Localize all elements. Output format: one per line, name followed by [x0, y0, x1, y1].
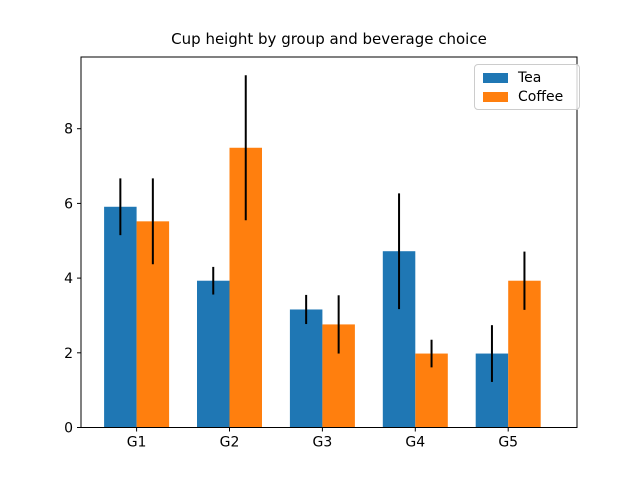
legend-swatch-coffee: [483, 91, 508, 102]
chart-title: Cup height by group and beverage choice: [171, 30, 487, 48]
y-tick-label-6: 6: [64, 196, 73, 212]
legend-item-tea: Tea: [483, 69, 571, 86]
bar-tea-g2: [197, 280, 230, 428]
bar-tea-g1: [104, 206, 137, 428]
x-tick-label-g5: G5: [498, 435, 518, 451]
y-tick-label-4: 4: [64, 271, 73, 287]
x-tick-label-g3: G3: [313, 435, 333, 451]
bar-tea-g3: [289, 309, 323, 428]
y-tick-label-0: 0: [64, 421, 73, 437]
legend-label-tea: Tea: [518, 69, 542, 86]
legend: Tea Coffee: [474, 64, 580, 110]
x-tick-label-g1: G1: [127, 435, 147, 451]
plot-border: [80, 56, 578, 428]
x-tick-label-g4: G4: [405, 435, 425, 451]
y-tick-label-8: 8: [64, 122, 73, 138]
legend-item-coffee: Coffee: [483, 88, 571, 105]
legend-label-coffee: Coffee: [518, 88, 564, 105]
y-tick-label-2: 2: [64, 346, 73, 362]
legend-swatch-tea: [483, 72, 508, 83]
x-tick-label-g2: G2: [220, 435, 240, 451]
